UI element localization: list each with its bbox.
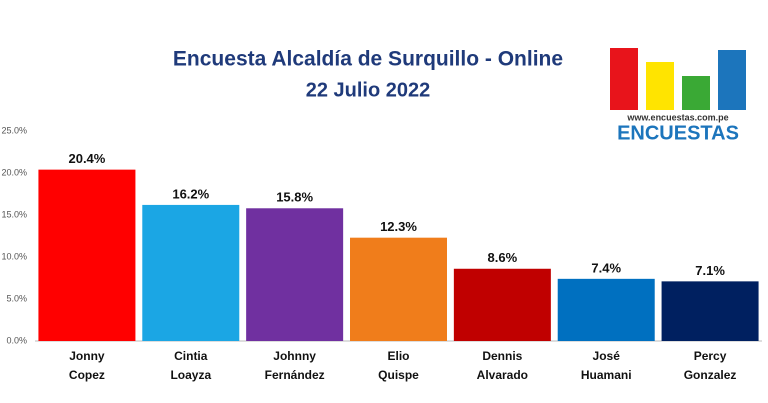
bar — [557, 278, 655, 341]
y-tick-label: 0.0% — [6, 335, 27, 345]
logo-shape — [682, 76, 710, 110]
logo-shape — [646, 62, 674, 110]
x-tick-label: Johnny Fernández — [264, 349, 325, 382]
logo-url: www.encuestas.com.pe — [626, 112, 728, 122]
value-label: 8.6% — [488, 250, 518, 265]
value-label: 15.8% — [276, 190, 313, 205]
y-tick-label: 5.0% — [6, 293, 27, 303]
bar — [661, 281, 759, 341]
x-tick-label: Dennis Alvarado — [476, 349, 529, 382]
bar — [350, 237, 447, 341]
x-tick-label: Elio Quispe — [378, 349, 419, 382]
bar — [38, 169, 136, 341]
y-tick-label: 20.0% — [1, 167, 27, 177]
chart-subtitle: 22 Julio 2022 — [306, 79, 431, 101]
bar — [453, 268, 551, 341]
y-tick-label: 15.0% — [1, 209, 27, 219]
x-tick-label: Jonny Copez — [68, 349, 105, 382]
value-label: 7.1% — [695, 263, 725, 278]
x-tick-label: Cintia Loayza — [170, 349, 212, 382]
bar — [246, 208, 344, 341]
chart-title: Encuesta Alcaldía de Surquillo - Online — [173, 48, 563, 71]
value-label: 20.4% — [68, 151, 105, 166]
value-label: 7.4% — [591, 260, 621, 275]
value-label: 16.2% — [172, 186, 209, 201]
y-tick-label: 10.0% — [1, 251, 27, 261]
x-tick-label: José Huamani — [580, 349, 632, 382]
y-tick-label: 25.0% — [1, 125, 27, 135]
logo-shape — [610, 48, 638, 110]
x-tick-label: Percy Gonzalez — [683, 349, 737, 382]
logo-name: ENCUESTAS — [617, 122, 739, 144]
logo: www.encuestas.com.pe ENCUESTAS — [610, 48, 746, 144]
value-label: 12.3% — [380, 219, 417, 234]
bar — [142, 204, 240, 341]
logo-shape — [718, 50, 746, 110]
